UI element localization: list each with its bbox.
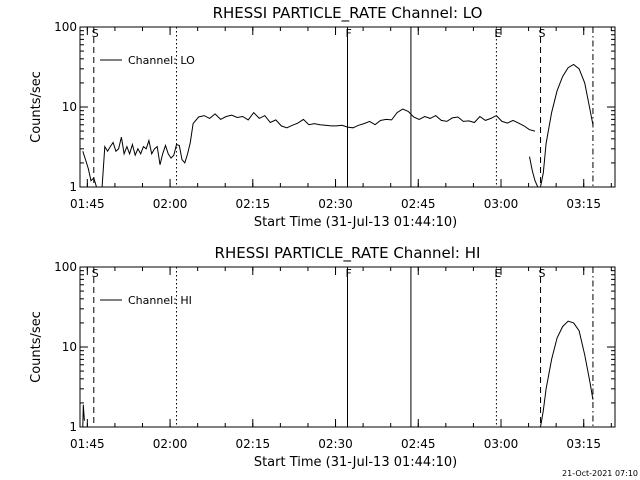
x-tick-label: 03:00 [484,197,519,211]
x-tick-label: 03:15 [566,437,601,451]
x-tick-label: 02:15 [236,197,271,211]
x-tick-label: 01:45 [70,437,105,451]
event-marker-label: S [539,267,546,280]
x-tick-label: 02:30 [318,437,353,451]
chart-title: RHESSI PARTICLE_RATE Channel: HI [215,244,481,263]
footer-timestamp: 21-Oct-2021 07:10 [562,469,638,478]
event-marker-label: S [92,27,99,40]
y-axis-label: Counts/sec [29,71,44,143]
x-tick-label: 02:00 [153,437,188,451]
x-tick-label: 02:45 [401,197,436,211]
event-marker-label: S [539,27,546,40]
event-marker-label: S [92,267,99,280]
y-tick-label: 10 [62,340,77,354]
x-tick-label: 02:45 [401,437,436,451]
x-axis-label: Start Time (31-Jul-13 01:44:10) [254,455,457,470]
series-line [529,63,594,187]
chart-title: RHESSI PARTICLE_RATE Channel: LO [213,4,483,23]
legend-label: Channel: LO [128,54,195,67]
series-line [82,404,85,427]
x-tick-label: 02:15 [236,437,271,451]
x-tick-label: 02:30 [318,197,353,211]
x-axis-label: Start Time (31-Jul-13 01:44:10) [254,215,457,230]
y-tick-label: 1 [69,420,77,434]
event-marker-label: F [346,267,352,280]
series-line [540,320,594,427]
x-tick-label: 03:15 [566,197,601,211]
hi-channel-chart: RHESSI PARTICLE_RATE Channel: HI Counts/s… [29,244,616,470]
y-tick-label: 100 [54,260,77,274]
x-tick-label: 02:00 [153,197,188,211]
x-tick-label: 03:00 [484,437,519,451]
y-tick-label: 1 [69,180,77,194]
x-tick-label: 01:45 [70,197,105,211]
y-tick-label: 10 [62,100,77,114]
event-marker-label: F [346,27,352,40]
legend-label: Channel: HI [128,294,192,307]
lo-channel-chart: RHESSI PARTICLE_RATE Channel: LO Counts/s… [29,4,616,230]
event-marker-label: E [494,27,501,40]
event-marker-label: E [494,267,501,280]
series-line [82,108,536,187]
y-axis-label: Counts/sec [29,311,44,383]
y-tick-label: 100 [54,20,77,34]
